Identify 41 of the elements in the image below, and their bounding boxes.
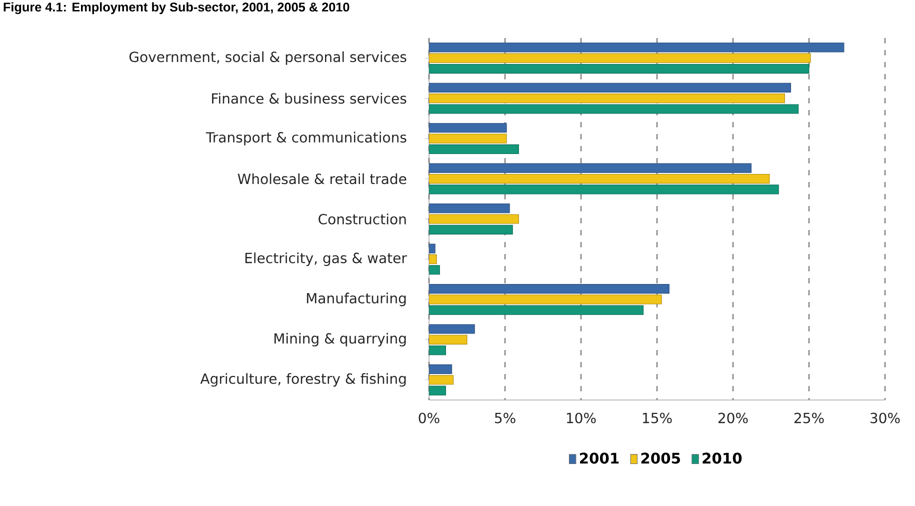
bar <box>429 163 752 173</box>
x-tick-label: 20% <box>718 412 748 424</box>
y-tick-label: Finance & business services <box>212 92 406 104</box>
y-tick-label: Construction <box>318 214 406 224</box>
bar <box>429 82 792 92</box>
x-tick-label: 0% <box>418 412 440 424</box>
bar <box>429 134 507 144</box>
bar <box>429 144 519 154</box>
bar <box>429 42 844 52</box>
bar <box>429 386 446 396</box>
bar <box>429 294 662 304</box>
bar <box>429 305 644 315</box>
y-tick-label: Wholesale & retail trade <box>238 173 406 184</box>
text: Figure 4.1: Employment by Sub-sector, 2001, 2005 & 2010 <box>4 2 350 14</box>
bar <box>429 184 779 194</box>
bar <box>429 334 468 344</box>
y-tick-label: Mining & quarrying <box>274 332 406 346</box>
bar <box>429 346 446 356</box>
x-tick-label: 30% <box>870 412 900 424</box>
x-tick-label: 5% <box>494 412 516 424</box>
bar <box>429 94 785 104</box>
legend-label: 2005 <box>641 452 680 464</box>
y-tick-label: Electricity, gas & water <box>245 252 407 266</box>
y-tick-label: Agriculture, forestry & fishing <box>200 373 406 387</box>
y-tick-label: Government, social & personal services <box>129 51 406 65</box>
x-tick-label: 25% <box>794 412 824 424</box>
bar <box>429 64 810 74</box>
y-tick-label: Transport & communications <box>206 132 406 146</box>
bar <box>429 375 454 385</box>
bar <box>429 284 670 294</box>
bar <box>429 224 513 234</box>
bar <box>429 123 507 133</box>
y-tick-label: Manufacturing <box>306 292 406 306</box>
bar <box>429 364 452 374</box>
bar <box>429 53 811 63</box>
x-tick-label: 15% <box>642 412 672 424</box>
bar <box>429 204 510 214</box>
legend-label: 2001 <box>580 452 619 464</box>
bar <box>429 174 770 184</box>
legend-label: 2010 <box>702 452 742 464</box>
x-tick-label: 10% <box>566 412 596 424</box>
